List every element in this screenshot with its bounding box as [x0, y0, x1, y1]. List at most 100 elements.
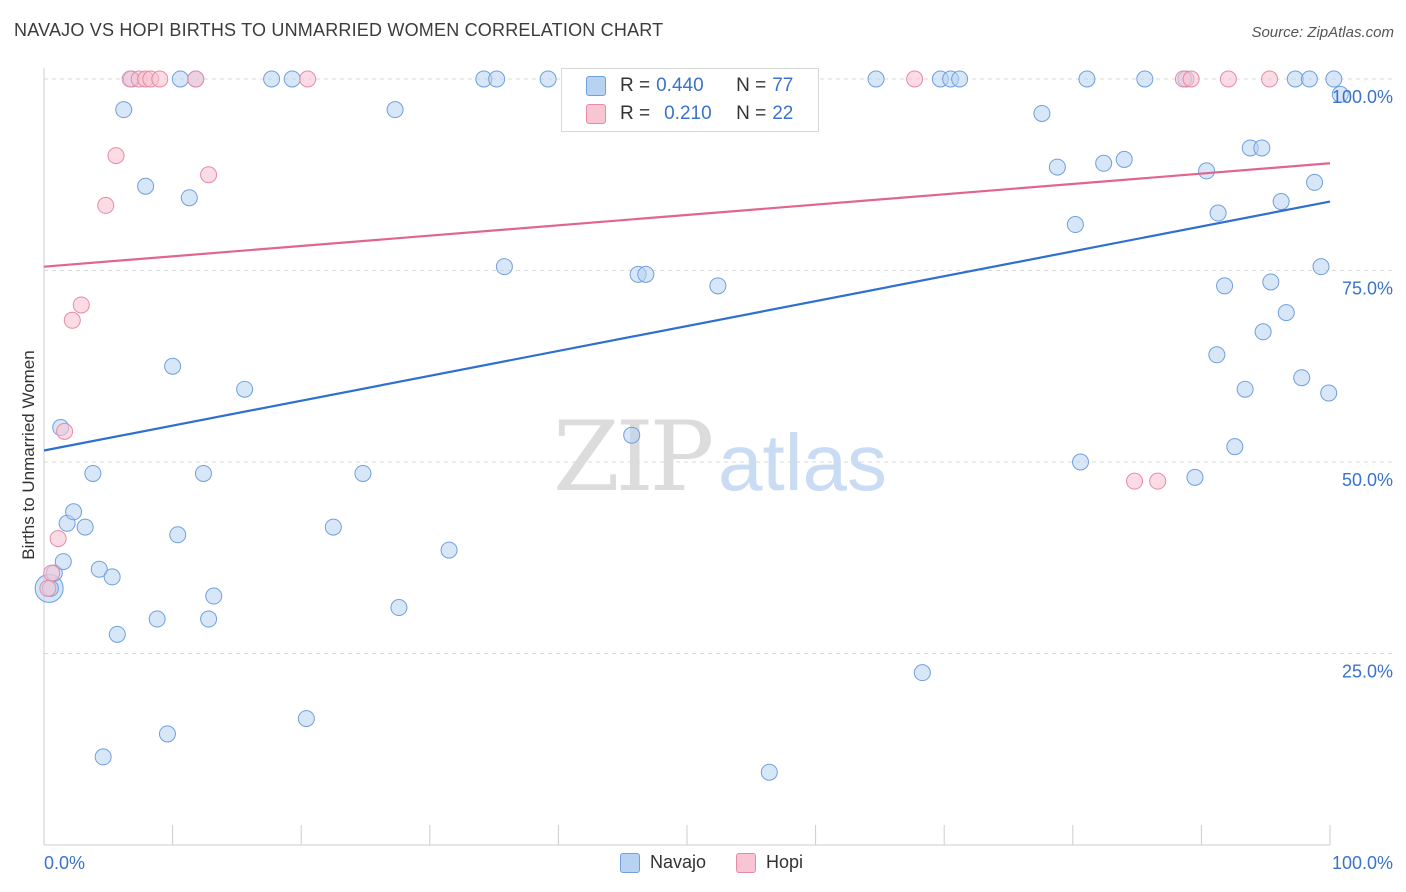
hopi-swatch — [586, 104, 606, 124]
navajo-point — [194, 464, 212, 482]
hopi-label: Hopi — [766, 852, 804, 872]
correlation-legend: R = 0.440 N = 77 R = 0.210 N = 22 — [561, 68, 819, 132]
navajo-point — [1078, 70, 1096, 88]
navajo-point — [1312, 258, 1330, 276]
navajo-point — [1226, 438, 1244, 456]
hopi-point — [56, 422, 74, 440]
trendlines — [43, 162, 1331, 452]
navajo-point — [1115, 150, 1133, 168]
hopi-point — [299, 70, 317, 88]
gridlines — [44, 78, 1392, 654]
hopi-point — [107, 147, 125, 165]
navajo-point — [200, 610, 218, 628]
navajo-point — [1186, 468, 1204, 486]
navajo-point — [488, 70, 506, 88]
hopi-n-value: 22 — [772, 103, 794, 124]
hopi-point — [1261, 70, 1279, 88]
series-legend: Navajo Hopi — [620, 852, 833, 873]
hopi-point — [63, 311, 81, 329]
navajo-point — [1236, 380, 1254, 398]
hopi-point — [43, 564, 61, 582]
navajo-point — [108, 625, 126, 643]
navajo-point — [951, 70, 969, 88]
x-tick-label: 100.0% — [1332, 853, 1393, 873]
navajo-point — [84, 464, 102, 482]
legend-row-hopi: R = 0.210 N = 22 — [586, 100, 793, 128]
legend-item-hopi[interactable]: Hopi — [736, 852, 803, 873]
navajo-trendline — [43, 200, 1331, 452]
navajo-point — [103, 568, 121, 586]
navajo-point — [90, 560, 108, 578]
hopi-point — [39, 579, 57, 597]
navajo-point — [1331, 85, 1349, 103]
navajo-point — [1095, 154, 1113, 172]
hopi-point — [1182, 70, 1200, 88]
n-label: N = — [736, 75, 767, 96]
navajo-point — [180, 189, 198, 207]
navajo-point — [1272, 193, 1290, 211]
navajo-point — [76, 518, 94, 536]
navajo-point — [54, 553, 72, 571]
navajo-point — [495, 258, 513, 276]
hopi-point — [906, 70, 924, 88]
navajo-point — [137, 177, 155, 195]
navajo-point — [1209, 204, 1227, 222]
hopi-point — [200, 166, 218, 184]
hopi-points — [39, 70, 1279, 597]
navajo-point — [1208, 346, 1226, 364]
navajo-point — [283, 70, 301, 88]
hopi-r-value: 0.210 — [664, 103, 712, 124]
navajo-point — [1072, 453, 1090, 471]
hopi-point — [1149, 472, 1167, 490]
navajo-point — [709, 277, 727, 295]
navajo-point — [867, 70, 885, 88]
navajo-point — [1253, 139, 1271, 157]
navajo-point — [1048, 158, 1066, 176]
chart-title: NAVAJO VS HOPI BIRTHS TO UNMARRIED WOMEN… — [14, 20, 664, 40]
navajo-point — [171, 70, 189, 88]
navajo-point — [1216, 277, 1234, 295]
hopi-point — [187, 70, 205, 88]
n-label: N = — [736, 103, 767, 124]
navajo-point — [1293, 369, 1311, 387]
navajo-point — [164, 357, 182, 375]
navajo-point — [1320, 384, 1338, 402]
navajo-point — [386, 101, 404, 119]
y-tick-label: 25.0% — [1342, 662, 1393, 682]
navajo-point — [1306, 173, 1324, 191]
navajo-point — [263, 70, 281, 88]
axes — [43, 68, 1331, 846]
watermark-zip: ZIP — [553, 401, 712, 513]
tick-labels: 25.0% 50.0% 75.0% 100.0% 0.0% 100.0% — [44, 87, 1393, 873]
watermark: ZIP atlas — [553, 401, 887, 513]
navajo-point — [1277, 304, 1295, 322]
legend-item-navajo[interactable]: Navajo — [620, 852, 706, 873]
r-label: R = — [620, 103, 651, 124]
legend-row-navajo: R = 0.440 N = 77 — [586, 72, 793, 100]
navajo-point — [148, 610, 166, 628]
hopi-point — [1126, 472, 1144, 490]
navajo-label: Navajo — [650, 852, 707, 872]
navajo-point — [1286, 70, 1304, 88]
navajo-point — [1136, 70, 1154, 88]
r-label: R = — [620, 75, 651, 96]
hopi-point — [97, 196, 115, 214]
hopi-point — [151, 70, 169, 88]
hopi-trendline — [43, 162, 1331, 268]
navajo-point — [158, 725, 176, 743]
y-tick-label: 100.0% — [1332, 87, 1393, 107]
hopi-point — [49, 530, 67, 548]
navajo-point — [169, 526, 187, 544]
navajo-point — [623, 426, 641, 444]
navajo-point — [297, 710, 315, 728]
navajo-point — [1300, 70, 1318, 88]
navajo-point — [65, 503, 83, 521]
navajo-point — [354, 464, 372, 482]
navajo-point — [1254, 323, 1272, 341]
navajo-point — [115, 101, 133, 119]
watermark-atlas: atlas — [718, 418, 887, 507]
navajo-n-value: 77 — [772, 75, 794, 96]
y-tick-label: 75.0% — [1342, 279, 1393, 299]
hopi-swatch — [736, 852, 757, 873]
